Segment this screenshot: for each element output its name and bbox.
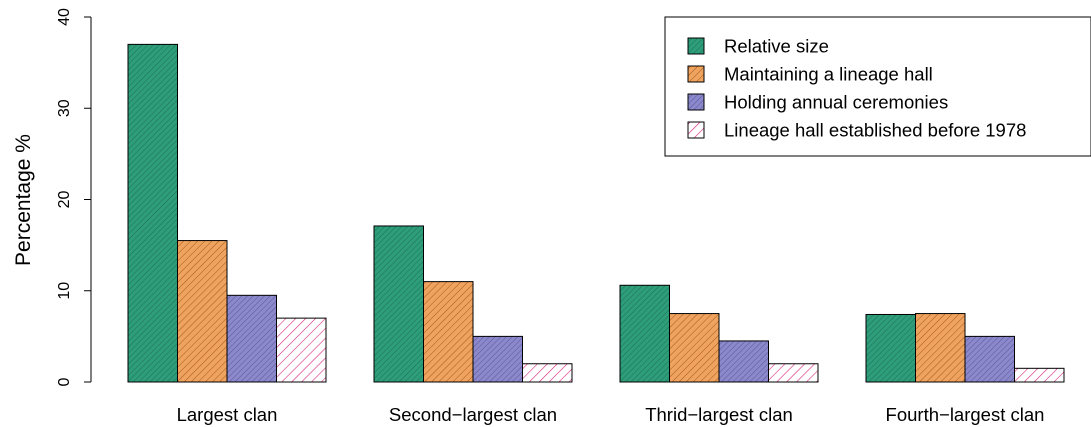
bar: [768, 363, 819, 383]
legend-swatch: [687, 65, 705, 83]
bar: [964, 335, 1015, 383]
bar: [472, 335, 523, 383]
bar: [423, 281, 474, 383]
y-tick-label: 40: [56, 8, 73, 26]
bar: [619, 284, 670, 383]
y-tick-label: 10: [56, 282, 73, 300]
legend-swatch: [687, 121, 705, 139]
y-axis: 0 10 20 30 40: [56, 8, 92, 386]
bars: [127, 43, 1065, 383]
legend-label: Holding annual ceremonies: [724, 92, 948, 113]
bar: [522, 363, 573, 383]
legend: Relative size Maintaining a lineage hall H…: [664, 16, 1091, 157]
bar: [915, 313, 966, 383]
bar: [127, 43, 178, 383]
bar: [177, 240, 228, 383]
bar: [226, 294, 277, 383]
legend-label: Maintaining a lineage hall: [724, 64, 933, 85]
bar: [669, 313, 720, 383]
bar: [865, 313, 916, 383]
legend-swatch: [687, 37, 705, 55]
y-axis-title: Percentage %: [12, 134, 35, 266]
category-labels: Largest clan Second−largest clan Thrid−lar…: [177, 404, 1045, 425]
category-label: Second−largest clan: [389, 404, 557, 425]
category-label: Thrid−largest clan: [645, 404, 793, 425]
legend-swatch: [687, 93, 705, 111]
bar: [373, 225, 424, 383]
legend-label: Relative size: [724, 36, 829, 57]
legend-box: [664, 16, 1091, 157]
bar: [276, 317, 327, 383]
bar: [1014, 367, 1065, 383]
bar: [718, 340, 769, 383]
y-tick-label: 20: [56, 191, 73, 209]
legend-label: Lineage hall established before 1978: [724, 120, 1026, 141]
y-tick-label: 0: [56, 377, 73, 386]
y-tick-label: 30: [56, 99, 73, 117]
category-label: Largest clan: [177, 404, 278, 425]
category-label: Fourth−largest clan: [886, 404, 1045, 425]
